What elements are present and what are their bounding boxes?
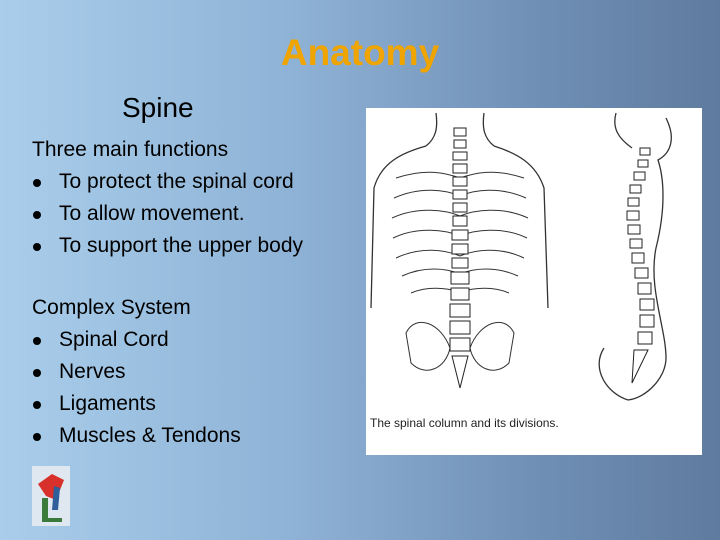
bullet-item: Spinal Cord (32, 324, 303, 356)
bullet-item: To support the upper body (32, 230, 303, 262)
section-gap (32, 262, 303, 292)
content: Three main functions To protect the spina… (32, 134, 303, 452)
spine-illustration (370, 112, 672, 401)
bullet-item: Ligaments (32, 388, 303, 420)
section-heading: Three main functions (32, 138, 229, 161)
spine-figure: The spinal column and its divisions. (366, 108, 702, 455)
slide-subtitle: Spine (122, 92, 194, 123)
bullet-item: Muscles & Tendons (32, 420, 303, 452)
figure-caption: The spinal column and its divisions. (370, 416, 559, 430)
section-heading: Complex System (32, 296, 191, 319)
logo (32, 466, 70, 526)
bullet-item: Nerves (32, 356, 303, 388)
slide-title: Anatomy (280, 32, 440, 73)
bullet-item: To allow movement. (32, 198, 303, 230)
bullet-item: To protect the spinal cord (32, 166, 303, 198)
